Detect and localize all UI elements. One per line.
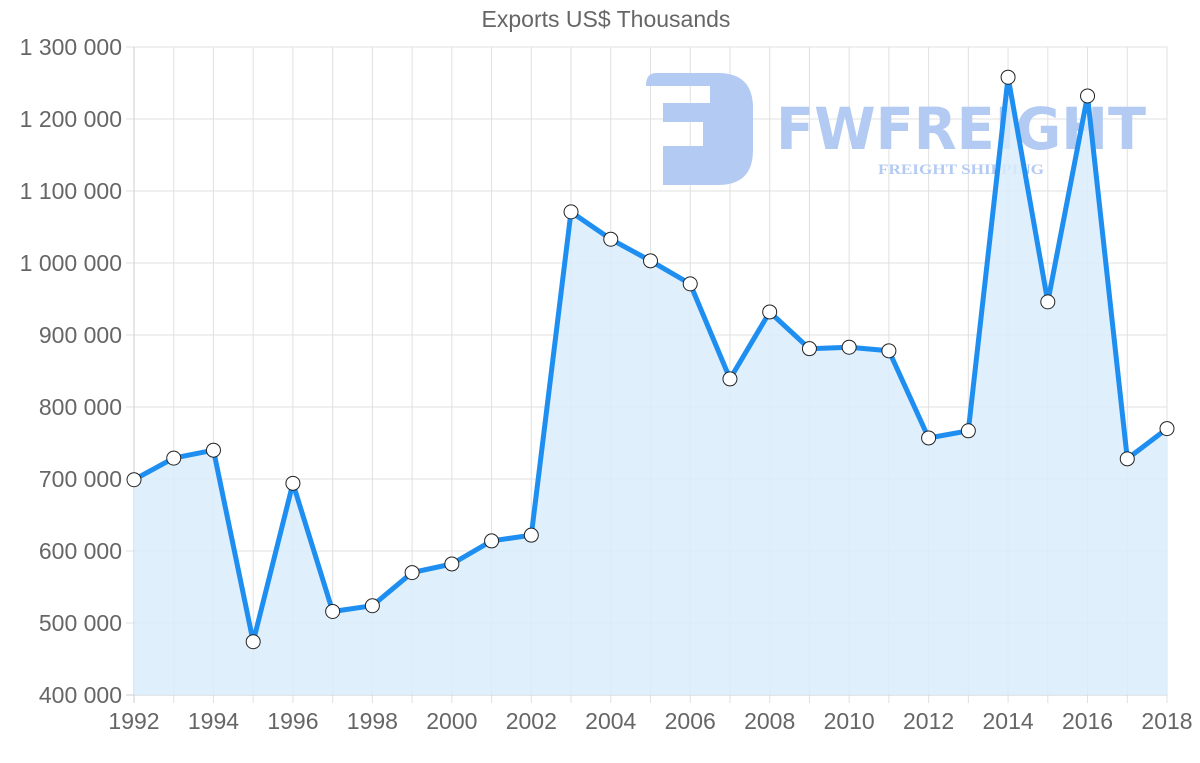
x-axis: 1992 1994 1996 1998 2000 2002 2004 2006 2008 2010… bbox=[108, 708, 1192, 734]
data-point[interactable] bbox=[245, 634, 261, 650]
x-tick-label: 2014 bbox=[982, 708, 1033, 734]
area-fill bbox=[134, 77, 1167, 695]
y-tick-label: 500 000 bbox=[39, 610, 122, 636]
data-point[interactable] bbox=[1040, 294, 1056, 310]
y-tick-label: 1 100 000 bbox=[20, 178, 122, 204]
data-point[interactable] bbox=[166, 450, 182, 466]
x-tick-label: 2010 bbox=[824, 708, 875, 734]
data-point[interactable] bbox=[881, 343, 897, 359]
x-tick-label: 2018 bbox=[1141, 708, 1192, 734]
x-tick-label: 2008 bbox=[744, 708, 795, 734]
data-point[interactable] bbox=[722, 371, 738, 387]
data-point[interactable] bbox=[1080, 88, 1096, 104]
x-tick-label: 2016 bbox=[1062, 708, 1113, 734]
data-point[interactable] bbox=[1159, 421, 1175, 437]
data-point[interactable] bbox=[841, 339, 857, 355]
x-tick-label: 1992 bbox=[108, 708, 159, 734]
y-tick-label: 900 000 bbox=[39, 322, 122, 348]
data-point[interactable] bbox=[801, 341, 817, 357]
x-tick-label: 2006 bbox=[665, 708, 716, 734]
y-tick-label: 700 000 bbox=[39, 466, 122, 492]
x-tick-label: 2012 bbox=[903, 708, 954, 734]
data-point[interactable] bbox=[762, 304, 778, 320]
data-point[interactable] bbox=[603, 231, 619, 247]
data-point[interactable] bbox=[325, 603, 341, 619]
y-tick-label: 1 200 000 bbox=[20, 106, 122, 132]
data-point[interactable] bbox=[285, 475, 301, 491]
x-tick-label: 2004 bbox=[585, 708, 636, 734]
data-point[interactable] bbox=[523, 527, 539, 543]
data-points bbox=[126, 69, 1175, 650]
x-tick-label: 1994 bbox=[188, 708, 239, 734]
y-tick-label: 800 000 bbox=[39, 394, 122, 420]
data-point[interactable] bbox=[563, 204, 579, 220]
data-point[interactable] bbox=[404, 565, 420, 581]
data-point[interactable] bbox=[643, 253, 658, 269]
fwfreight-logo-icon bbox=[646, 73, 753, 185]
x-tick-label: 1996 bbox=[267, 708, 318, 734]
data-point[interactable] bbox=[921, 430, 937, 446]
data-point[interactable] bbox=[126, 472, 142, 488]
x-tick-label: 2002 bbox=[506, 708, 557, 734]
data-point[interactable] bbox=[364, 598, 380, 614]
data-point[interactable] bbox=[960, 423, 976, 439]
y-tick-label: 1 300 000 bbox=[20, 34, 122, 60]
data-point[interactable] bbox=[205, 442, 221, 458]
y-axis: 400 000 500 000 600 000 700 000 800 000 900 0… bbox=[20, 34, 122, 708]
x-tick-label: 1998 bbox=[347, 708, 398, 734]
y-tick-label: 600 000 bbox=[39, 538, 122, 564]
y-tick-label: 1 000 000 bbox=[20, 250, 122, 276]
data-point[interactable] bbox=[484, 533, 500, 549]
chart-title: Exports US$ Thousands bbox=[481, 6, 731, 32]
y-tick-label: 400 000 bbox=[39, 682, 122, 708]
data-point[interactable] bbox=[1119, 451, 1135, 467]
data-point[interactable] bbox=[444, 556, 460, 572]
data-point[interactable] bbox=[682, 276, 698, 292]
data-point[interactable] bbox=[1000, 69, 1016, 85]
x-tick-label: 2000 bbox=[426, 708, 477, 734]
